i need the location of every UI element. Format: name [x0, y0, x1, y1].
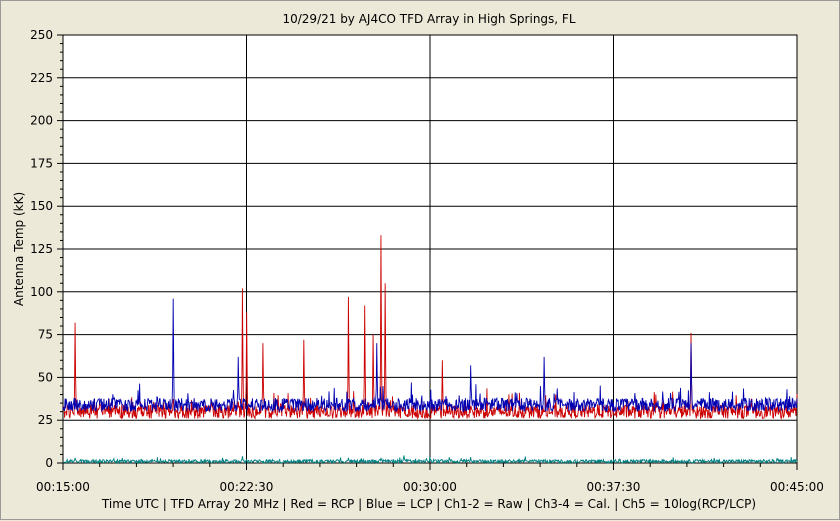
y-tick-label: 75: [38, 328, 53, 342]
y-tick-label: 25: [38, 413, 53, 427]
data-traces: [62, 235, 798, 465]
series-line-ch5-10log-rcp-lcp: [62, 455, 798, 465]
x-tick-label: 00:37:30: [587, 480, 641, 494]
x-tick-label: 00:15:00: [36, 480, 90, 494]
series-line-blue-lcp: [62, 298, 798, 414]
x-tick-label: 00:22:30: [220, 480, 274, 494]
x-axis: 00:15:00 00:22:30 00:30:00 00:37:30 00:45:00: [36, 463, 824, 494]
y-tick-label: 100: [30, 285, 53, 299]
y-tick-label: 50: [38, 370, 53, 384]
y-tick-label: 225: [30, 71, 53, 85]
y-tick-label: 0: [45, 456, 53, 470]
y-tick-label: 175: [30, 156, 53, 170]
y-axis: 0 25 50 75 100 125 150 175 200 225 250: [30, 28, 63, 470]
x-axis-label: Time UTC | TFD Array 20 MHz | Red = RCP …: [101, 497, 756, 511]
x-tick-label: 00:30:00: [403, 480, 457, 494]
y-tick-label: 200: [30, 114, 53, 128]
x-tick-label: 00:45:00: [770, 480, 824, 494]
chart-title: 10/29/21 by AJ4CO TFD Array in High Spri…: [282, 12, 575, 26]
y-tick-label: 150: [30, 199, 53, 213]
y-axis-label: Antenna Temp (kK): [12, 192, 26, 306]
grid-lines: [63, 35, 797, 463]
y-tick-label: 250: [30, 28, 53, 42]
y-tick-label: 125: [30, 242, 53, 256]
